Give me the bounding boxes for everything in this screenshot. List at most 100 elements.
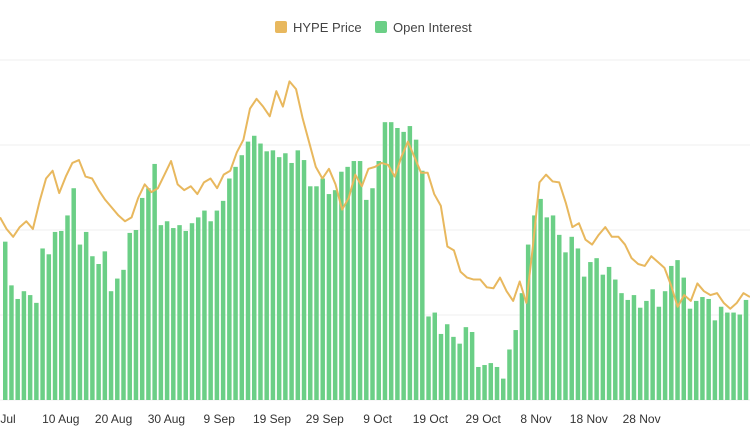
open-interest-bar: [494, 366, 500, 400]
x-tick-label: 9 Oct: [363, 412, 392, 426]
x-tick-label: 8 Nov: [520, 412, 551, 426]
open-interest-bar: [550, 215, 556, 400]
open-interest-bar: [108, 291, 114, 400]
open-interest-bar: [326, 194, 332, 400]
open-interest-bar: [525, 244, 531, 400]
open-interest-bar: [133, 230, 139, 400]
open-interest-bar: [718, 306, 724, 400]
legend[interactable]: HYPE Price Open Interest: [275, 20, 472, 35]
open-interest-bar: [693, 300, 699, 400]
open-interest-bar: [34, 302, 39, 400]
open-interest-bar: [575, 248, 581, 400]
open-interest-bar: [139, 197, 145, 400]
open-interest-bar: [625, 299, 630, 400]
open-interest-bar: [395, 128, 400, 400]
open-interest-bar: [426, 316, 431, 400]
open-interest-bar: [420, 170, 425, 400]
open-interest-bar: [65, 215, 70, 400]
open-interest-bar: [675, 260, 680, 400]
open-interest-bar: [301, 160, 307, 400]
open-interest-bar: [476, 366, 481, 400]
open-interest-bar: [457, 343, 462, 400]
open-interest-bar: [737, 314, 743, 400]
open-interest-bar: [538, 198, 543, 400]
open-interest-bar: [258, 143, 263, 401]
open-interest-bar: [9, 285, 14, 400]
open-interest-bar: [600, 274, 606, 400]
open-interest-bar: [588, 262, 593, 400]
open-interest-bar: [364, 199, 369, 400]
price-line-layer: [0, 80, 750, 310]
open-interest-bar: [52, 231, 58, 400]
open-interest-bar: [513, 330, 518, 400]
open-interest-bar: [214, 210, 220, 400]
open-interest-bar: [519, 293, 525, 400]
open-interest-bar: [637, 307, 643, 400]
x-tick-label: 10 Aug: [42, 412, 79, 426]
legend-label-open-interest: Open Interest: [393, 20, 472, 35]
open-interest-bar: [482, 365, 487, 400]
open-interest-bar: [283, 153, 288, 400]
legend-label-price: HYPE Price: [293, 20, 362, 35]
x-axis-ticks: Jul 10 Aug 20 Aug 30 Aug 9 Sep 19 Sep 29 Sep 9 …: [0, 412, 660, 426]
open-interest-bar: [488, 363, 494, 400]
open-interest-bars: [3, 122, 749, 401]
open-interest-bar: [3, 241, 8, 400]
open-interest-bar: [712, 320, 718, 400]
open-interest-bar: [613, 279, 618, 400]
open-interest-bar: [46, 254, 52, 400]
legend-item-open-interest[interactable]: Open Interest: [375, 20, 472, 35]
open-interest-bar: [239, 155, 245, 400]
open-interest-bar: [121, 269, 126, 400]
x-tick-label: 9 Sep: [204, 412, 236, 426]
open-interest-bar: [59, 230, 64, 400]
open-interest-bar: [669, 265, 674, 400]
open-interest-bar: [177, 225, 182, 400]
open-interest-bar: [557, 234, 562, 400]
open-interest-bar: [345, 166, 350, 400]
x-tick-label: Jul: [0, 412, 15, 426]
open-interest-bar: [619, 293, 624, 400]
open-interest-bar: [413, 139, 419, 400]
open-interest-bar: [102, 251, 108, 400]
open-interest-bar: [388, 122, 394, 401]
x-tick-label: 19 Sep: [253, 412, 291, 426]
open-interest-bar: [21, 291, 27, 400]
open-interest-bar: [289, 162, 294, 400]
open-interest-bar: [71, 188, 76, 400]
open-interest-bar: [438, 333, 444, 400]
open-interest-bar: [276, 157, 282, 400]
legend-swatch-open-interest: [375, 21, 387, 33]
x-tick-label: 19 Oct: [413, 412, 449, 426]
open-interest-bar: [227, 178, 232, 400]
legend-item-price[interactable]: HYPE Price: [275, 20, 362, 35]
open-interest-bar: [208, 221, 213, 400]
x-tick-label: 18 Nov: [570, 412, 608, 426]
price-line: [0, 80, 750, 310]
open-interest-bar: [731, 312, 736, 400]
open-interest-bar: [357, 161, 363, 400]
open-interest-bar: [432, 312, 437, 400]
open-interest-bar: [195, 217, 201, 400]
open-interest-bar: [233, 166, 238, 400]
open-interest-bar: [463, 327, 469, 400]
open-interest-bar: [115, 278, 120, 400]
open-interest-bar: [606, 266, 612, 400]
open-interest-bar: [569, 236, 574, 400]
open-interest-bar: [700, 297, 705, 400]
open-interest-bar: [581, 276, 587, 400]
open-interest-bar: [706, 298, 711, 400]
open-interest-bar: [681, 277, 686, 400]
open-interest-bar: [40, 248, 45, 400]
x-tick-label: 28 Nov: [623, 412, 661, 426]
open-interest-bar: [252, 135, 257, 400]
open-interest-bar: [401, 131, 406, 400]
open-interest-bar: [202, 210, 207, 400]
open-interest-bar: [127, 232, 132, 400]
x-tick-label: 29 Sep: [306, 412, 344, 426]
open-interest-bar: [725, 312, 730, 400]
open-interest-bar: [264, 151, 269, 400]
open-interest-bar: [451, 336, 456, 400]
open-interest-bar: [320, 178, 325, 400]
